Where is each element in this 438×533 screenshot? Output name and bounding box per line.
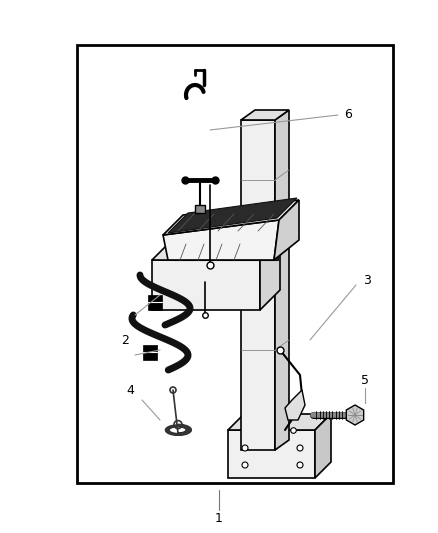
Circle shape <box>242 462 248 468</box>
Polygon shape <box>174 244 278 260</box>
Polygon shape <box>260 240 280 310</box>
Polygon shape <box>274 200 299 260</box>
Polygon shape <box>241 110 289 120</box>
Polygon shape <box>143 345 157 360</box>
Polygon shape <box>241 120 275 450</box>
Polygon shape <box>275 110 289 450</box>
Polygon shape <box>168 198 297 233</box>
Polygon shape <box>195 205 205 213</box>
Text: 4: 4 <box>126 384 134 397</box>
Polygon shape <box>228 430 315 478</box>
Text: 6: 6 <box>344 109 352 122</box>
Polygon shape <box>163 200 299 235</box>
Text: 5: 5 <box>361 374 369 386</box>
Circle shape <box>242 445 248 451</box>
Circle shape <box>297 445 303 451</box>
Polygon shape <box>152 240 280 260</box>
Polygon shape <box>315 414 331 478</box>
Text: 3: 3 <box>363 273 371 287</box>
Text: 1: 1 <box>215 512 223 524</box>
Polygon shape <box>163 220 279 260</box>
Polygon shape <box>148 295 162 310</box>
Polygon shape <box>228 414 331 430</box>
Circle shape <box>297 462 303 468</box>
Polygon shape <box>285 390 305 420</box>
Text: 2: 2 <box>121 334 129 346</box>
Polygon shape <box>346 405 364 425</box>
Polygon shape <box>77 45 393 483</box>
Polygon shape <box>152 260 260 310</box>
